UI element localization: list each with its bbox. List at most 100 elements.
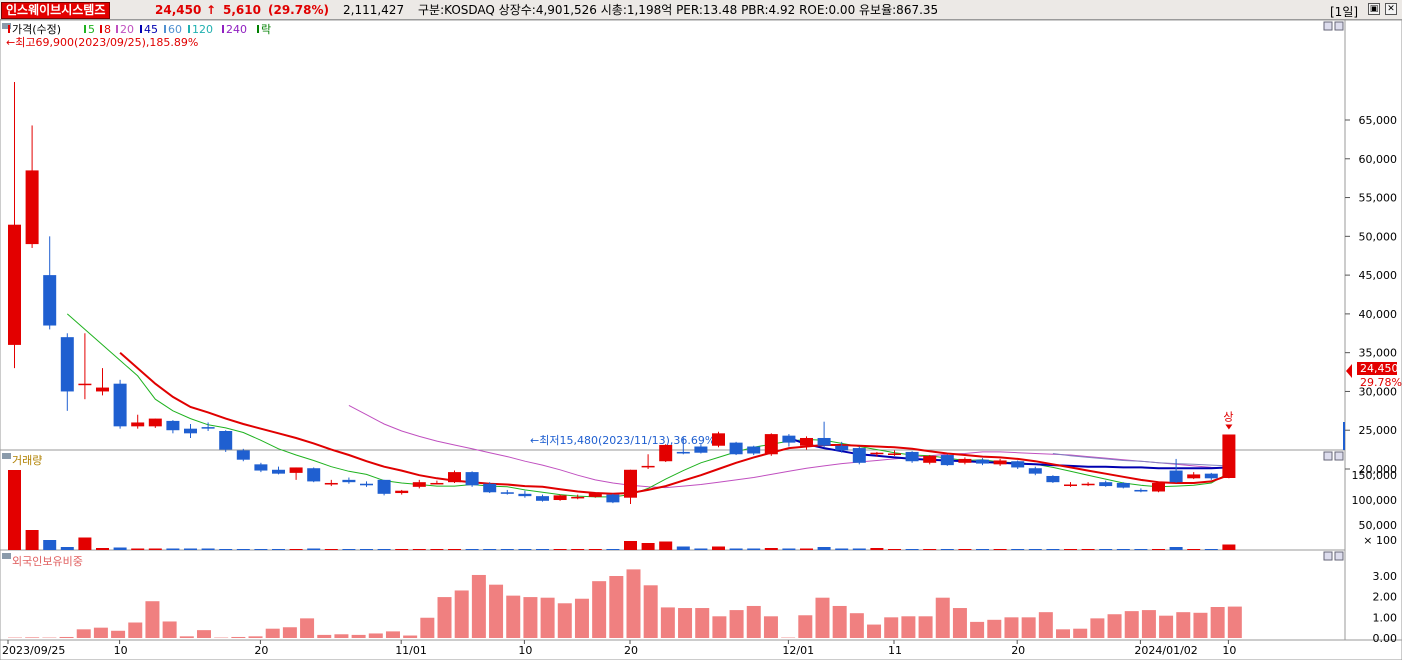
foreign-ratio-bar — [128, 622, 143, 638]
foreign-ratio-bar — [592, 581, 607, 638]
foreign-ratio-bar — [574, 598, 589, 638]
candle-body — [659, 444, 673, 462]
volume-bar — [747, 548, 761, 550]
volume-bar — [923, 549, 937, 550]
candle-body — [571, 496, 585, 499]
foreign-ratio-bar — [1090, 618, 1105, 638]
volume-bar — [219, 549, 233, 550]
x-axis-area — [0, 639, 1402, 660]
foreign-ratio-bar — [420, 617, 435, 638]
candle-body — [1187, 474, 1201, 479]
candle-body — [483, 483, 497, 493]
ma20-line — [348, 404, 1229, 489]
stock-name-button[interactable]: 인스웨이브시스템즈 — [1, 2, 111, 19]
low-price-annotation: ←최저15,480(2023/11/13),36.69% — [530, 434, 715, 447]
volume-panel-min-icon[interactable] — [1323, 451, 1333, 461]
volume-bar — [60, 547, 74, 550]
candle-body — [1081, 483, 1095, 486]
foreign-ratio-bar — [660, 607, 675, 638]
candle-body — [888, 453, 901, 455]
candle-body — [1064, 484, 1077, 487]
foreign-ratio-bar — [832, 605, 847, 638]
candle-body — [324, 482, 338, 485]
volume-bar — [659, 541, 673, 550]
volume-bar — [25, 530, 39, 550]
close-icon[interactable]: ✕ — [1385, 3, 1397, 15]
foreign-ratio-bar — [162, 621, 177, 638]
current-price-tag-bg — [1357, 362, 1397, 375]
panel-max-icon[interactable] — [1334, 21, 1344, 31]
volume-bar — [1222, 544, 1236, 550]
foreign-ratio-bar — [385, 631, 400, 638]
volume-bar — [377, 549, 391, 550]
legend-ma5: 5 — [88, 23, 95, 36]
trade-volume: 2,111,427 — [343, 3, 405, 17]
candle-body — [500, 492, 514, 494]
volume-bar — [958, 549, 972, 550]
candle-body — [360, 483, 373, 486]
axis-scroll-marker[interactable] — [1343, 422, 1345, 450]
foreign-ratio-bar — [196, 630, 211, 638]
candle-body — [96, 387, 109, 392]
volume-bar — [342, 549, 356, 550]
volume-panel-max-icon[interactable] — [1334, 451, 1344, 461]
period-selector[interactable]: [1일] — [1330, 5, 1359, 19]
foreign-ratio-bar — [334, 634, 349, 638]
candle-body — [712, 433, 725, 446]
volume-bar — [993, 549, 1007, 550]
volume-bar — [1099, 549, 1113, 550]
foreign-ratio-bar — [1107, 614, 1122, 638]
x-axis-label: 12/01 — [782, 644, 814, 657]
volume-bar — [448, 549, 461, 550]
foreign-ratio-bar — [626, 569, 641, 638]
candle-body — [676, 451, 690, 454]
volume-bar — [412, 549, 426, 550]
volume-panel-menu-icon[interactable] — [2, 453, 11, 459]
volume-bar — [536, 549, 549, 550]
foreign-ratio-bar — [506, 595, 521, 638]
candle-body — [1152, 482, 1165, 492]
candle-body — [536, 496, 549, 501]
candle-body — [588, 493, 602, 497]
candle-body — [131, 422, 145, 427]
candle-body — [641, 465, 655, 468]
price-axis-label: 65,000 — [1359, 114, 1398, 127]
price-axis-label: 55,000 — [1359, 192, 1398, 205]
foreign-ratio-bar — [1124, 611, 1139, 638]
candle-body — [430, 482, 444, 485]
volume-axis-label: 100,000 — [1352, 494, 1398, 507]
volume-panel-frame — [0, 449, 1346, 551]
panel-menu-icon[interactable] — [2, 23, 11, 29]
indicator-legend: 가격(수정) 5 8 20 45 60 120 240 락 — [8, 23, 271, 36]
x-axis-label: 2024/01/02 — [1134, 644, 1197, 657]
volume-bar — [500, 549, 514, 550]
candle-body — [342, 479, 356, 483]
foreign-ratio-bar — [1193, 612, 1208, 638]
candle-body — [1046, 475, 1060, 483]
volume-bar — [360, 549, 373, 550]
volume-panel-title: 거래량 — [12, 454, 42, 467]
foreign-panel-max-icon[interactable] — [1334, 551, 1344, 561]
volume-bar — [1134, 549, 1148, 550]
foreign-panel-menu-icon[interactable] — [2, 553, 11, 559]
panel-min-icon[interactable] — [1323, 21, 1333, 31]
volume-bar — [254, 549, 268, 550]
foreign-ratio-bar — [540, 597, 555, 638]
volume-axis-label: 50,000 — [1359, 519, 1398, 532]
foreign-ratio-bar — [935, 597, 950, 638]
stock-chart[interactable]: 가격(수정) 5 8 20 45 60 120 240 락 ←최고69,900(… — [0, 20, 1402, 660]
volume-bar — [976, 549, 989, 550]
restore-icon[interactable]: ▣ — [1368, 3, 1380, 15]
foreign-panel-min-icon[interactable] — [1323, 551, 1333, 561]
volume-bar — [1152, 549, 1165, 550]
price-axis-label: 40,000 — [1359, 308, 1398, 321]
foreign-ratio-bar — [867, 624, 882, 638]
price-axis-label: 35,000 — [1359, 347, 1398, 360]
volume-axis-label: × 100 — [1363, 534, 1397, 547]
foreign-ratio-bar — [1021, 617, 1036, 638]
candle-body — [1204, 473, 1218, 479]
foreign-ratio-bar — [523, 597, 538, 638]
volume-bar — [148, 548, 162, 550]
volume-bar — [553, 549, 567, 550]
candle-body — [236, 450, 250, 460]
